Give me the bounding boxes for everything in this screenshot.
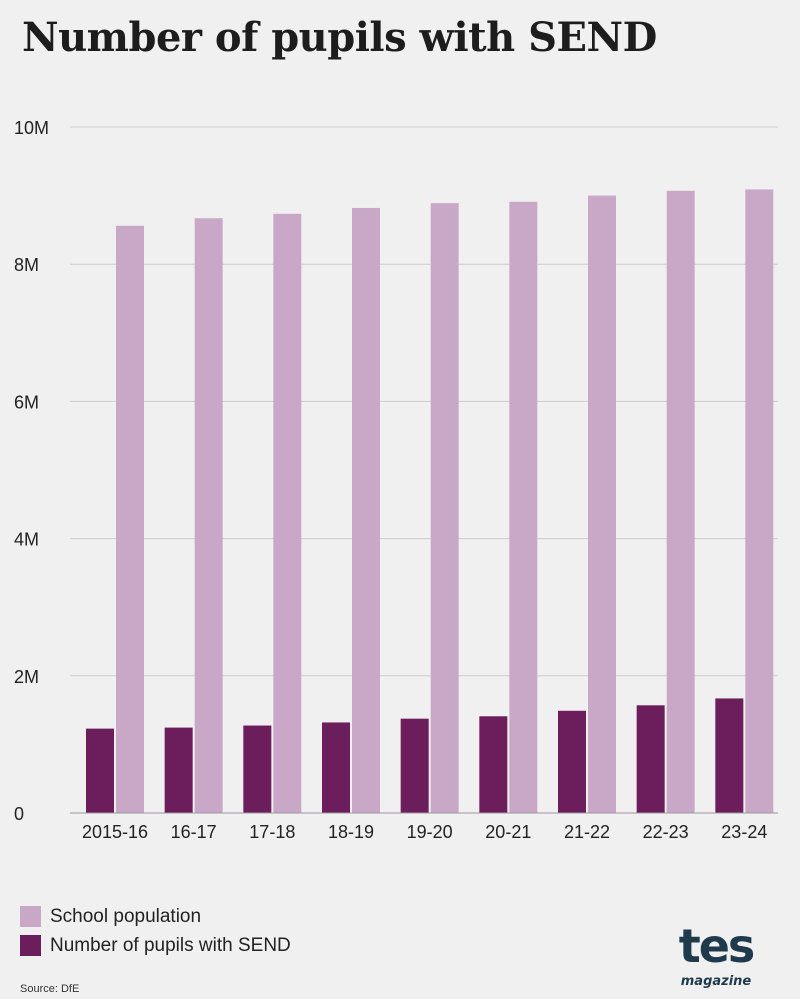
x-tick-label: 16-17 [171,822,217,842]
legend-item-send: Number of pupils with SEND [20,931,291,960]
legend-item-school-population: School population [20,902,291,931]
y-tick-label: 8M [14,255,39,275]
y-tick-label: 4M [14,530,39,550]
logo-subtitle: magazine [680,974,752,989]
legend-label: Number of pupils with SEND [50,934,291,956]
x-tick-label: 18-19 [328,822,374,842]
bar-send [86,728,114,813]
logo-wordmark: tes [678,919,756,973]
x-tick-label: 17-18 [249,822,295,842]
bar-school-population [194,218,223,813]
legend-swatch-school-population [20,906,41,927]
bar-school-population [666,190,695,814]
bar-send [479,716,508,813]
bar-school-population [430,203,459,813]
bar-send [636,705,665,813]
bar-send [400,718,429,813]
y-tick-label: 2M [14,667,39,687]
bar-send [558,710,586,813]
bar-school-population [273,213,302,814]
bar-school-population [588,195,616,814]
bar-send [164,727,193,813]
y-tick-label: 0 [14,804,24,824]
legend: School population Number of pupils with … [20,902,291,960]
x-tick-label: 22-23 [643,822,689,842]
x-tick-label: 20-21 [485,822,531,842]
x-tick-label: 21-22 [564,822,610,842]
bar-send [715,698,744,813]
bar-send [322,722,350,813]
y-tick-label: 10M [14,118,49,138]
x-tick-label: 19-20 [407,822,453,842]
y-tick-label: 6M [14,392,39,412]
bar-chart: 0 2M 4M 6M 8M 10M 2015-16 16-17 17-18 18-19 19-20 2… [14,118,778,842]
bar-send [243,725,272,813]
legend-label: School population [50,905,202,927]
x-tick-label: 2015-16 [82,822,148,842]
bar-school-population [509,201,538,814]
chart-title: Number of pupils with SEND [22,14,657,61]
tes-magazine-logo: tes magazine [674,919,758,997]
bar-school-population [745,189,774,813]
x-tick-label: 23-24 [721,822,767,842]
bar-school-population [116,225,144,813]
bar-school-population [352,207,380,813]
legend-swatch-send [20,935,41,956]
source-note: Source: DfE [20,983,80,995]
